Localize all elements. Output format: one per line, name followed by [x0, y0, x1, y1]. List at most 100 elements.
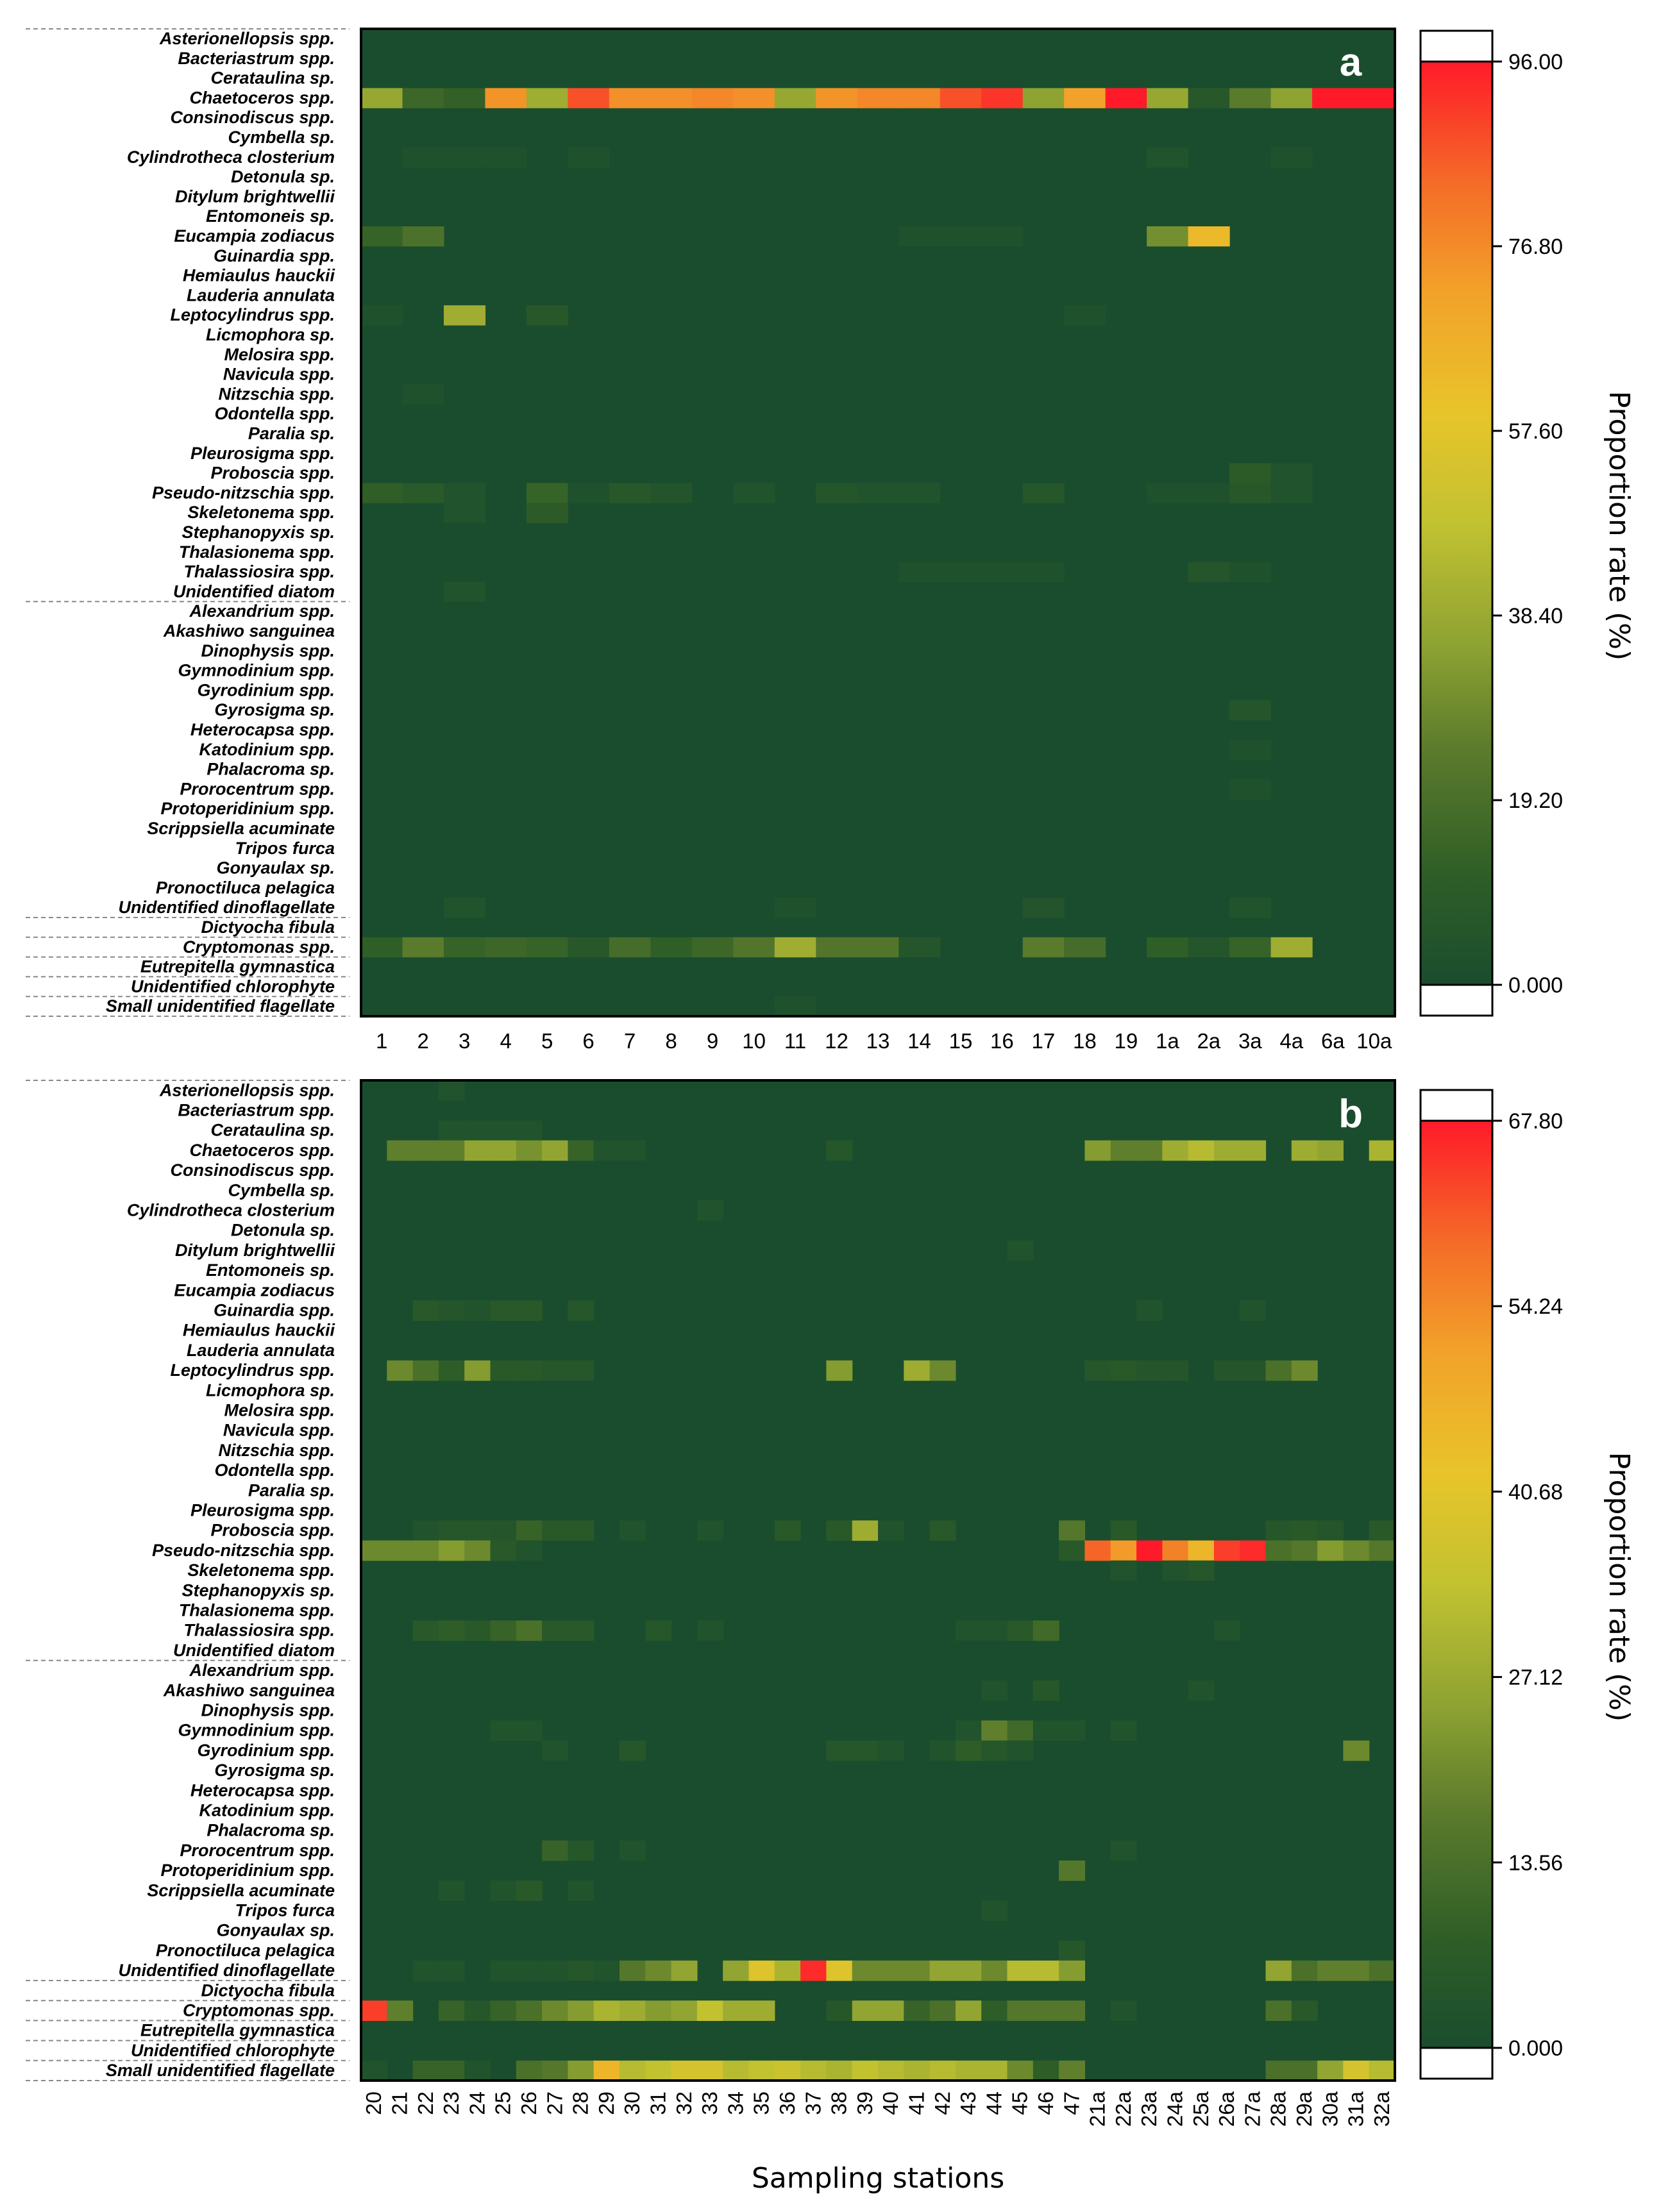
cell-b-r4-c30 — [1110, 1140, 1137, 1161]
cell-b-r28-c24 — [955, 1620, 982, 1641]
cell-a-r28-c21 — [1188, 562, 1230, 582]
y-label-b-36: Heterocapsa spp. — [190, 1780, 335, 1800]
cell-b-r33-c27 — [1033, 1720, 1059, 1741]
cell-b-r34-c25 — [981, 1740, 1008, 1761]
x-tick-b-36: 28a — [1267, 2091, 1290, 2127]
cell-b-r47-c21 — [878, 2000, 904, 2021]
cell-a-r4-c14 — [898, 88, 941, 108]
cell-b-r3-c6 — [490, 1120, 517, 1141]
cell-a-r7-c3 — [443, 147, 486, 168]
x-tick-b-10: 29 — [595, 2091, 618, 2115]
cell-b-r47-c9 — [568, 2000, 595, 2021]
cell-b-r45-c26 — [1007, 1960, 1034, 1981]
y-label-a-35: Gyrosigma sp. — [214, 700, 335, 719]
cell-b-r24-c31 — [1136, 1540, 1163, 1561]
cell-b-r39-c8 — [542, 1840, 568, 1861]
cell-b-r24-c28 — [1059, 1540, 1085, 1561]
cell-b-r4-c10 — [593, 1140, 620, 1161]
cell-b-r15-c5 — [464, 1360, 491, 1381]
cell-b-r23-c40 — [1369, 1520, 1396, 1541]
cell-b-r4-c37 — [1291, 1140, 1318, 1161]
y-label-b-43: Gonyaulax sp. — [216, 1921, 335, 1940]
cell-b-r24-c34 — [1213, 1540, 1240, 1561]
cell-a-r45-c3 — [443, 898, 486, 918]
x-tick-b-34: 26a — [1215, 2091, 1238, 2127]
cell-b-r47-c30 — [1110, 2000, 1137, 2021]
x-tick-b-31: 23a — [1137, 2091, 1161, 2127]
cell-b-r4-c2 — [387, 1140, 414, 1161]
y-label-a-48: Eutrepitella gymnastica — [140, 957, 335, 976]
cell-a-r28-c15 — [940, 562, 982, 582]
cell-b-r33-c28 — [1059, 1720, 1085, 1741]
x-tick-b-13: 32 — [672, 2091, 696, 2115]
cell-a-r28-c22 — [1229, 562, 1272, 582]
cell-b-r47-c19 — [826, 2000, 853, 2021]
cell-a-r47-c11 — [774, 937, 816, 958]
heatmap-a-cells — [361, 88, 1396, 1017]
cell-b-r23-c17 — [774, 1520, 801, 1541]
cell-a-r4-c11 — [774, 88, 816, 108]
y-label-b-33: Gymnodinium spp. — [178, 1721, 335, 1740]
x-tick-a-20: 1a — [1156, 1029, 1179, 1053]
cell-b-r23-c28 — [1059, 1520, 1085, 1541]
cell-b-r45-c11 — [620, 1960, 646, 1981]
cell-b-r45-c38 — [1317, 1960, 1344, 1981]
cell-b-r50-c39 — [1343, 2060, 1370, 2081]
x-tick-b-12: 31 — [646, 2091, 670, 2115]
colorbar-a-tick-label-3: 57.60 — [1508, 419, 1563, 444]
y-label-b-28: Thalassiosira spp. — [183, 1621, 335, 1640]
y-labels-b: Asterionellopsis spp.Bacteriastrum spp.C… — [106, 1080, 335, 2080]
cell-b-r23-c23 — [929, 1520, 956, 1541]
heatmap-a-frame — [360, 28, 1396, 1018]
cell-b-r34-c20 — [852, 1740, 879, 1761]
cell-b-r9-c26 — [1007, 1240, 1034, 1261]
cell-b-r28-c3 — [412, 1620, 439, 1641]
cell-b-r50-c9 — [568, 2060, 595, 2081]
panel-a: Asterionellopsis spp.Bacteriastrum spp.C… — [26, 28, 1635, 1053]
x-tick-a-2: 2 — [418, 1029, 429, 1053]
cell-b-r47-c23 — [929, 2000, 956, 2021]
cell-a-r4-c7 — [609, 88, 651, 108]
cell-b-r45-c7 — [516, 1960, 543, 1981]
cell-b-r45-c24 — [955, 1960, 982, 1981]
cell-b-r4-c7 — [516, 1140, 543, 1161]
cell-b-r47-c6 — [490, 2000, 517, 2021]
y-label-b-38: Phalacroma sp. — [207, 1821, 335, 1840]
colorbar-a-tick-label-1: 96.00 — [1508, 50, 1563, 74]
cell-a-r47-c14 — [898, 937, 941, 958]
cell-b-r45-c25 — [981, 1960, 1008, 1981]
cell-b-r24-c35 — [1240, 1540, 1267, 1561]
cell-b-r24-c29 — [1084, 1540, 1111, 1561]
x-tick-a-13: 13 — [866, 1029, 890, 1053]
y-label-b-44: Pronoctiluca pelagica — [156, 1941, 335, 1960]
cell-a-r45-c17 — [1022, 898, 1065, 918]
cell-b-r12-c3 — [412, 1300, 439, 1321]
y-label-a-11: Eucampia zodiacus — [174, 226, 335, 246]
y-label-a-41: Scrippsiella acuminate — [147, 819, 335, 838]
x-tick-b-39: 31a — [1344, 2091, 1368, 2127]
y-label-b-26: Stephanopyxis sp. — [181, 1580, 335, 1600]
y-label-a-49: Unidentified chlorophyte — [131, 976, 335, 996]
y-label-a-39: Prorocentrum spp. — [180, 779, 335, 798]
cell-a-r24-c8 — [650, 483, 693, 503]
y-label-a-19: Nitzschia spp. — [218, 384, 335, 403]
cell-b-r50-c8 — [542, 2060, 568, 2081]
cell-b-r15-c34 — [1213, 1360, 1240, 1381]
cell-a-r15-c1 — [361, 305, 403, 326]
cell-a-r24-c2 — [402, 483, 444, 503]
cell-a-r4-c24 — [1312, 88, 1354, 108]
cell-b-r50-c25 — [981, 2060, 1008, 2081]
y-label-a-12: Guinardia spp. — [214, 246, 335, 265]
x-tick-b-23: 42 — [931, 2091, 954, 2115]
cell-b-r4-c9 — [568, 1140, 595, 1161]
heatmap-b-background — [361, 1080, 1395, 2081]
cell-b-r23-c30 — [1110, 1520, 1137, 1541]
cell-b-r23-c36 — [1265, 1520, 1292, 1541]
cell-a-r28-c16 — [981, 562, 1024, 582]
cell-b-r45-c15 — [723, 1960, 750, 1981]
y-label-b-30: Alexandrium spp. — [189, 1661, 335, 1680]
cell-b-r15-c8 — [542, 1360, 568, 1381]
colorbar-b-top-cap — [1419, 1089, 1494, 1122]
cell-b-r23-c14 — [696, 1520, 723, 1541]
